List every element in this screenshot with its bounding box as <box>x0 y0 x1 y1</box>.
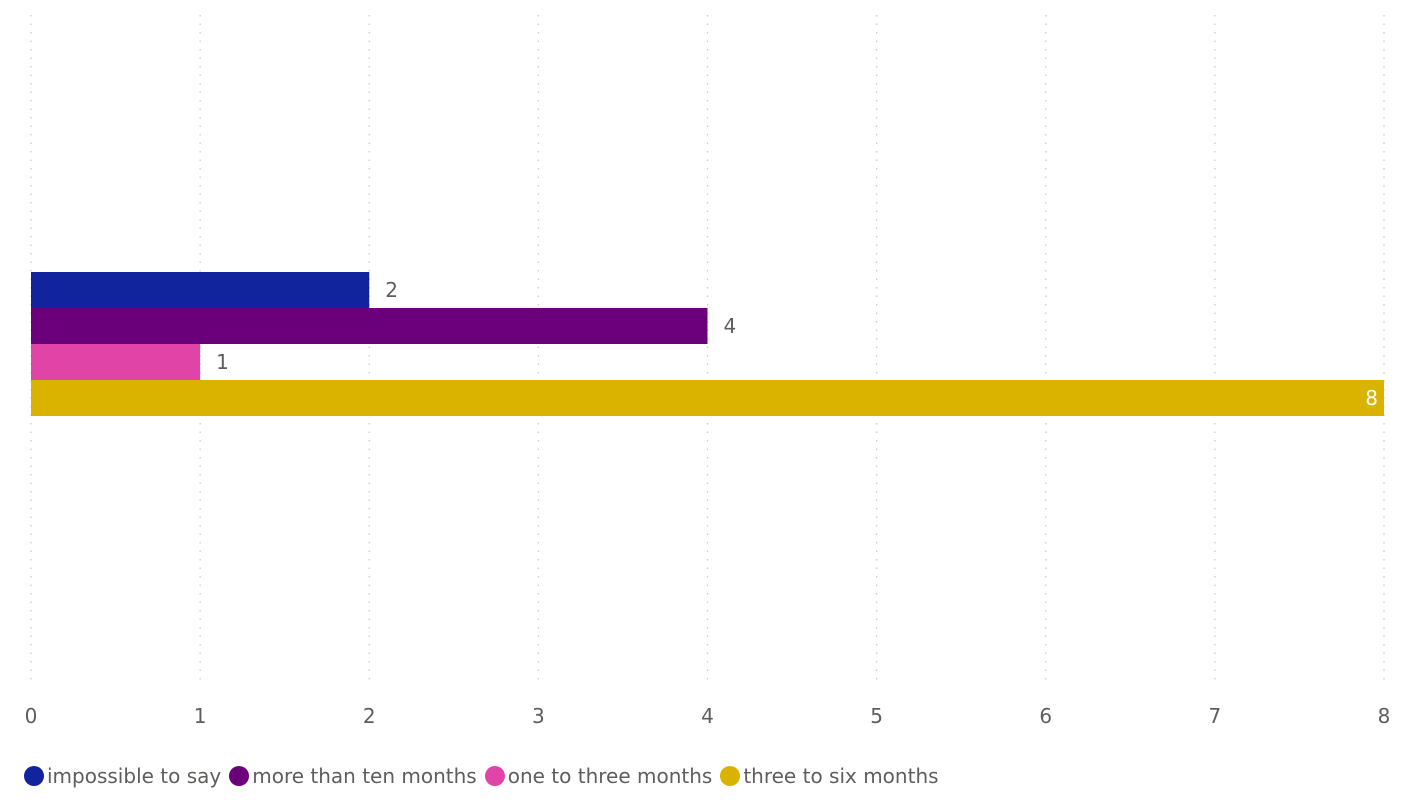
x-axis-ticks: 0 1 2 3 4 5 6 7 8 <box>25 704 1391 728</box>
data-label: 1 <box>216 350 229 374</box>
x-tick-label: 4 <box>701 704 714 728</box>
legend-dot-icon <box>720 766 741 786</box>
legend-label: impossible to say <box>47 764 222 788</box>
legend-item-more-than-ten-months[interactable]: more than ten months <box>229 764 477 788</box>
legend-dot-icon <box>229 766 250 786</box>
legend-dot-icon <box>24 766 44 786</box>
bar-one-to-three-months[interactable] <box>31 344 201 380</box>
data-label: 4 <box>724 314 737 338</box>
legend-label: more than ten months <box>252 764 477 788</box>
data-label: 8 <box>1365 386 1378 410</box>
gridlines <box>30 15 1385 682</box>
data-label: 2 <box>385 278 398 302</box>
x-tick-label: 3 <box>532 704 545 728</box>
x-tick-label: 0 <box>25 704 38 728</box>
bar-three-to-six-months[interactable] <box>31 380 1384 416</box>
legend-dot-icon <box>484 766 505 786</box>
x-tick-label: 7 <box>1209 704 1222 728</box>
legend-label: one to three months <box>507 764 713 788</box>
x-tick-label: 2 <box>363 704 376 728</box>
bar-impossible-to-say[interactable] <box>31 272 370 308</box>
x-tick-label: 8 <box>1378 704 1391 728</box>
x-tick-label: 1 <box>194 704 207 728</box>
legend-item-three-to-six-months[interactable]: three to six months <box>720 764 939 788</box>
legend-item-one-to-three-months[interactable]: one to three months <box>484 764 713 788</box>
bars <box>31 272 1384 416</box>
x-tick-label: 6 <box>1039 704 1052 728</box>
bar-more-than-ten-months[interactable] <box>31 308 708 344</box>
legend: impossible to say more than ten months o… <box>24 761 947 791</box>
x-tick-label: 5 <box>870 704 883 728</box>
legend-item-impossible-to-say[interactable]: impossible to say <box>24 764 221 788</box>
data-labels: 2 4 1 8 <box>216 278 1378 410</box>
legend-label: three to six months <box>743 764 939 788</box>
